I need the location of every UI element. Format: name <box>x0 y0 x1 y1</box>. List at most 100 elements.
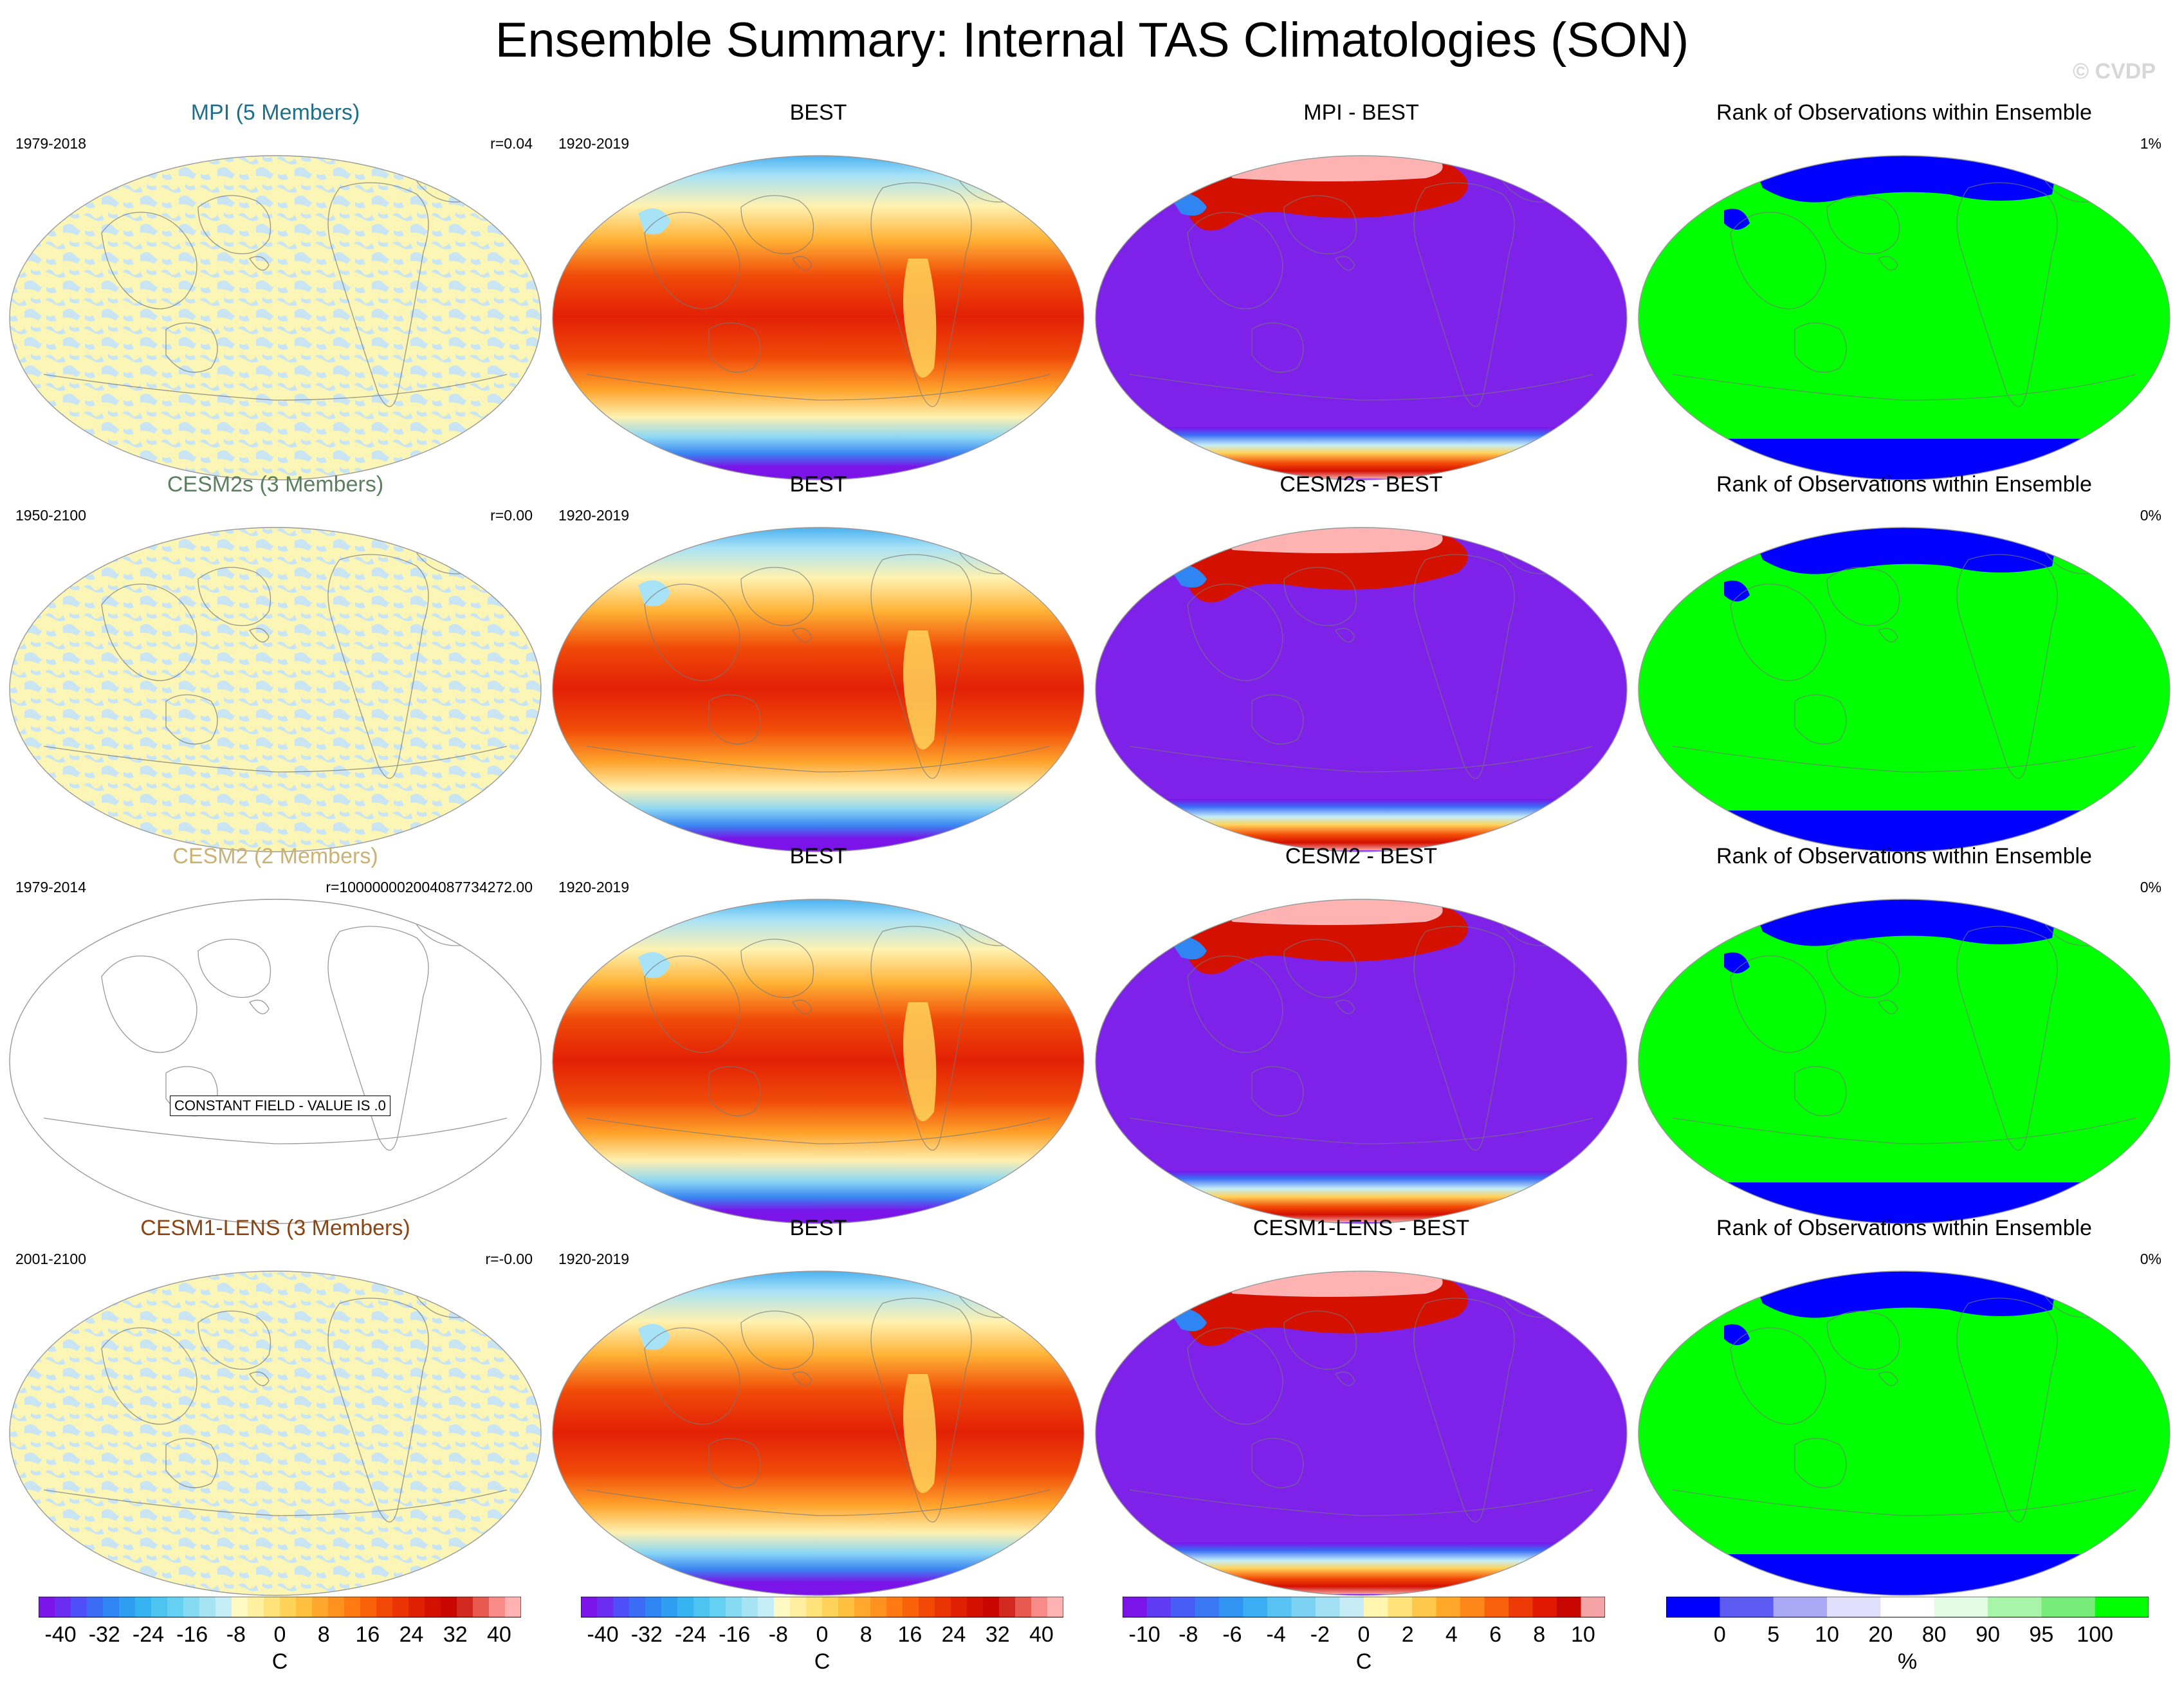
map-obs <box>552 1271 1085 1596</box>
colorbar-tick-label: -24 <box>675 1622 706 1647</box>
map-border <box>9 899 542 1224</box>
colorbar-tick-label: -16 <box>176 1622 208 1647</box>
panel-r2-obs: BEST 1920-2019 <box>548 470 1088 852</box>
colorbar-units: C <box>272 1649 288 1674</box>
colorbar-tick-label: -40 <box>587 1622 619 1647</box>
rank-north-low <box>1750 528 2059 574</box>
colorbar-tick-label: 8 <box>1533 1622 1545 1647</box>
colorbar-tick-label: 90 <box>1976 1622 2000 1647</box>
period-label: 1979-2018 <box>15 135 86 152</box>
colorbar-tick-label: 95 <box>2029 1622 2053 1647</box>
colorbar-swatch <box>967 1597 984 1617</box>
panel-r1-obs: BEST 1920-2019 <box>548 98 1088 481</box>
colorbar-swatch <box>1773 1597 1828 1617</box>
colorbar-tick-label: 0 <box>1358 1622 1370 1647</box>
colorbar-swatch <box>1171 1597 1195 1617</box>
colorbar-2: -40 -32 -24 -16 -8 0 8 16 24 32 40 C <box>581 1597 1063 1680</box>
map-diff <box>1095 527 1628 852</box>
colorbar-swatch <box>1720 1597 1774 1617</box>
colorbar-swatch <box>135 1597 152 1617</box>
period-label: 1950-2100 <box>15 507 86 524</box>
colorbar-swatch <box>457 1597 473 1617</box>
panel-title: CESM2 - BEST <box>1285 844 1438 868</box>
map-ensemble <box>9 1271 542 1596</box>
panel-title: MPI - BEST <box>1303 100 1419 125</box>
colorbar-tick-label: -40 <box>45 1622 77 1647</box>
map-border <box>552 527 1085 852</box>
panel-r3-obs: BEST 1920-2019 <box>548 841 1088 1224</box>
ensemble-spread-field <box>10 156 541 480</box>
colorbar-swatch <box>1219 1597 1243 1617</box>
colorbar-swatch <box>344 1597 361 1617</box>
colorbar-swatch <box>392 1597 409 1617</box>
colorbar-swatch <box>1291 1597 1316 1617</box>
colorbar-swatch <box>1031 1597 1048 1617</box>
colorbar-swatch <box>248 1597 264 1617</box>
map-border <box>1095 1271 1628 1596</box>
colorbar-swatch <box>951 1597 968 1617</box>
panel-title: CESM2s (3 Members) <box>167 472 384 497</box>
colorbar-swatch <box>629 1597 646 1617</box>
colorbar-frame <box>581 1597 1063 1618</box>
colorbar-tick-label: 40 <box>487 1622 511 1647</box>
colorbar-swatch <box>774 1597 791 1617</box>
colorbar-swatch <box>710 1597 726 1617</box>
colorbar-tick-label: 0 <box>274 1622 286 1647</box>
colorbar-swatch <box>1339 1597 1364 1617</box>
panel-title: CESM2 (2 Members) <box>172 844 378 868</box>
colorbar-swatch <box>1267 1597 1292 1617</box>
colorbar-swatch <box>328 1597 345 1617</box>
colorbar-tick-label: 2 <box>1402 1622 1414 1647</box>
colorbar-frame <box>39 1597 521 1618</box>
colorbar-swatch <box>1146 1597 1171 1617</box>
colorbar-swatch <box>1123 1597 1147 1617</box>
map-border <box>1095 527 1628 852</box>
map-rank <box>1638 155 2170 481</box>
map-border <box>1638 155 2170 481</box>
colorbar-tick-label: 24 <box>942 1622 966 1647</box>
ensemble-spread-field <box>10 1271 541 1595</box>
colorbar-swatch <box>886 1597 903 1617</box>
colorbar-swatch <box>119 1597 136 1617</box>
colorbar-3: -10 -8 -6 -4 -2 0 2 4 6 8 10 C <box>1123 1597 1605 1680</box>
colorbar-swatch <box>1666 1597 1720 1617</box>
period-label: 1920-2019 <box>558 135 629 152</box>
map-ensemble <box>9 899 542 1224</box>
tibet-feature <box>638 208 670 235</box>
panel-r1-ensemble: MPI (5 Members) 1979-2018 r=0.04 <box>5 98 546 481</box>
colorbar-tick-label: 32 <box>986 1622 1010 1647</box>
colorbar-frame <box>1123 1597 1605 1618</box>
map-border <box>552 155 1085 481</box>
colorbar-tick-label: 10 <box>1815 1622 1839 1647</box>
colorbar-swatch <box>55 1597 71 1617</box>
cvdp-watermark: © CVDP <box>2073 59 2156 84</box>
colorbar-swatch <box>1988 1597 2042 1617</box>
coastlines <box>1672 1271 2136 1523</box>
panel-title: CESM2s - BEST <box>1280 472 1443 497</box>
colorbar-swatch <box>597 1597 614 1617</box>
panel-r4-diff: CESM1-LENS - BEST <box>1091 1213 1631 1596</box>
colorbar-swatch <box>1934 1597 1988 1617</box>
colorbar-swatch <box>473 1597 490 1617</box>
map-border <box>9 1271 542 1596</box>
colorbar-swatch <box>999 1597 1016 1617</box>
colorbar-tick-label: 0 <box>816 1622 829 1647</box>
colorbar-tick-label: 5 <box>1767 1622 1779 1647</box>
colorbar-swatch <box>489 1597 506 1617</box>
rank-north-low <box>1750 899 2059 946</box>
colorbar-units: C <box>1356 1649 1372 1674</box>
colorbar-swatch <box>441 1597 457 1617</box>
colorbar-swatch <box>408 1597 425 1617</box>
panel-r4-rank: Rank of Observations within Ensemble 0% <box>1634 1213 2174 1596</box>
period-label: 1920-2019 <box>558 879 629 895</box>
map-border <box>552 899 1085 1224</box>
colorbar-tick-label: -2 <box>1310 1622 1330 1647</box>
constant-field <box>10 899 541 1224</box>
map-border <box>1638 1271 2170 1596</box>
colorbar-swatch <box>790 1597 807 1617</box>
stat-label: r=1000000020040877342​72.00 <box>326 879 533 895</box>
panel-r4-obs: BEST 1920-2019 <box>548 1213 1088 1596</box>
colorbar-swatch <box>1243 1597 1268 1617</box>
colorbar-tick-label: -8 <box>769 1622 788 1647</box>
